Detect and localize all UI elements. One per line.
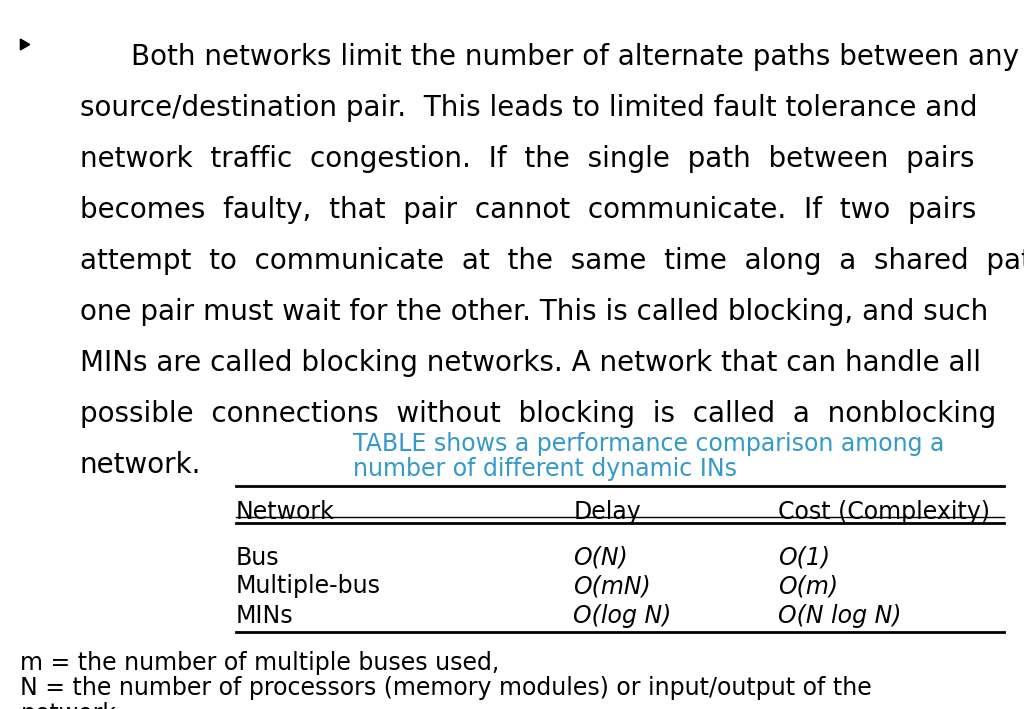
- Text: Delay: Delay: [573, 500, 641, 524]
- Text: possible  connections  without  blocking  is  called  a  nonblocking: possible connections without blocking is…: [80, 400, 996, 428]
- Text: Cost (Complexity): Cost (Complexity): [778, 500, 990, 524]
- Text: Multiple-bus: Multiple-bus: [236, 574, 381, 598]
- Text: network.: network.: [80, 451, 202, 479]
- Text: O(N log N): O(N log N): [778, 604, 902, 628]
- Text: m = the number of multiple buses used,: m = the number of multiple buses used,: [20, 651, 500, 675]
- Text: Both networks limit the number of alternate paths between any: Both networks limit the number of altern…: [131, 43, 1019, 70]
- Text: network  traffic  congestion.  If  the  single  path  between  pairs: network traffic congestion. If the singl…: [80, 145, 975, 172]
- Text: TABLE shows a performance comparison among a: TABLE shows a performance comparison amo…: [353, 432, 945, 457]
- Text: source/destination pair.  This leads to limited fault tolerance and: source/destination pair. This leads to l…: [80, 94, 977, 121]
- Text: MINs are called blocking networks. A network that can handle all: MINs are called blocking networks. A net…: [80, 349, 981, 376]
- Text: O(mN): O(mN): [573, 574, 651, 598]
- Text: number of different dynamic INs: number of different dynamic INs: [353, 457, 737, 481]
- Text: network.: network.: [20, 702, 124, 709]
- Text: attempt  to  communicate  at  the  same  time  along  a  shared  path,: attempt to communicate at the same time …: [80, 247, 1024, 274]
- Text: O(1): O(1): [778, 546, 830, 570]
- Text: O(log N): O(log N): [573, 604, 672, 628]
- Text: Network: Network: [236, 500, 334, 524]
- Text: becomes  faulty,  that  pair  cannot  communicate.  If  two  pairs: becomes faulty, that pair cannot communi…: [80, 196, 976, 223]
- Text: N = the number of processors (memory modules) or input/output of the: N = the number of processors (memory mod…: [20, 676, 872, 700]
- Text: O(N): O(N): [573, 546, 628, 570]
- Text: O(m): O(m): [778, 574, 839, 598]
- Text: MINs: MINs: [236, 604, 293, 628]
- Text: one pair must wait for the other. This is called blocking, and such: one pair must wait for the other. This i…: [80, 298, 988, 325]
- Text: Bus: Bus: [236, 546, 280, 570]
